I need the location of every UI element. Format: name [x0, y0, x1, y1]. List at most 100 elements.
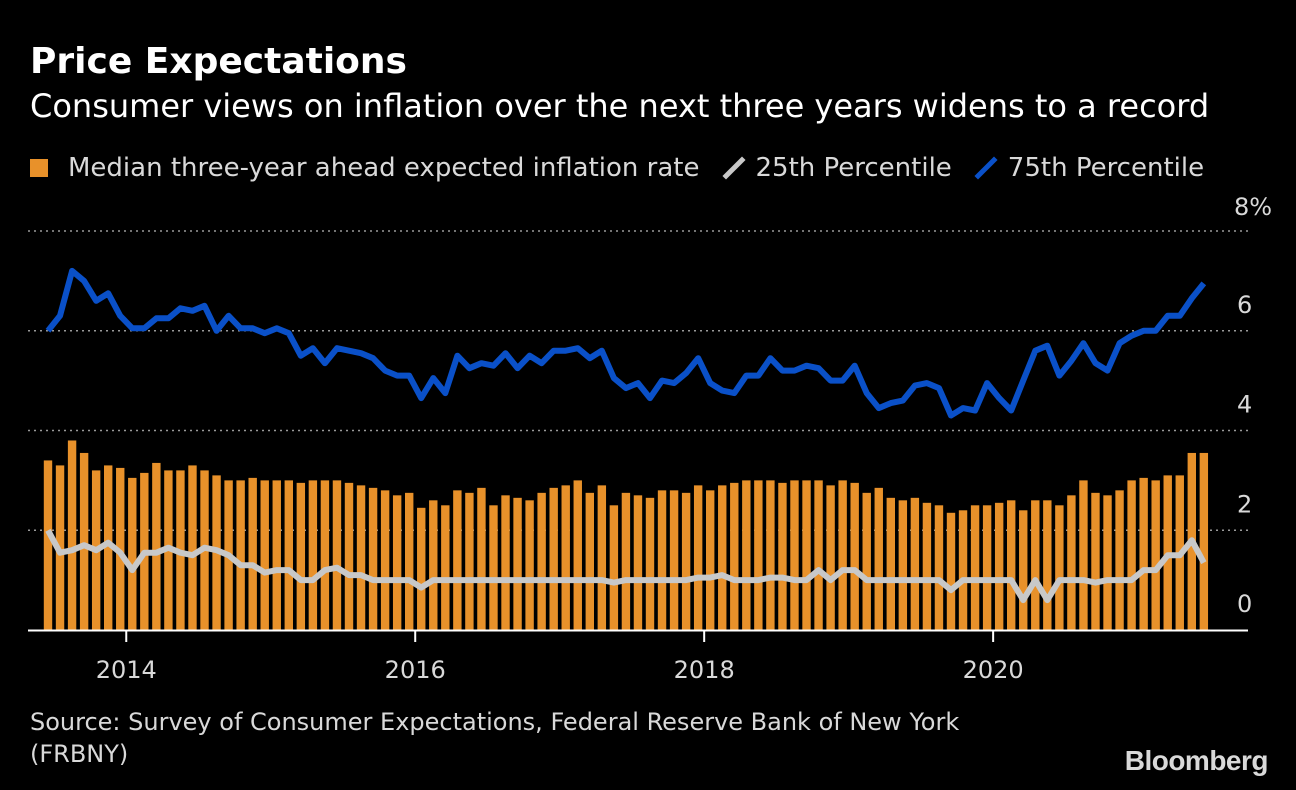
bar [308, 480, 318, 630]
bar [236, 480, 245, 630]
bar [693, 485, 703, 630]
bar [609, 505, 619, 630]
bar [706, 490, 715, 630]
bar [1199, 452, 1209, 630]
bar [1055, 505, 1064, 630]
series-line-25th-percentile [45, 528, 1207, 604]
bar [260, 480, 269, 630]
bar [356, 485, 366, 630]
bar [248, 477, 257, 630]
bar [754, 480, 763, 630]
bar [886, 497, 895, 630]
bar [910, 497, 920, 630]
y-tick-label: 6 [1237, 291, 1252, 319]
bar [742, 480, 751, 630]
bar [465, 492, 474, 630]
bar [489, 505, 498, 630]
x-tick-label: 2014 [96, 656, 157, 684]
legend-label-p25: 25th Percentile [755, 153, 952, 183]
bar [272, 480, 281, 630]
bar [826, 485, 835, 630]
bar [862, 492, 871, 630]
source-note: Source: Survey of Consumer Expectations,… [30, 708, 960, 768]
bar [669, 490, 679, 630]
bar [405, 492, 414, 630]
bar [730, 482, 739, 630]
bar [657, 490, 667, 630]
legend-item-p25: 25th Percentile [721, 153, 952, 183]
legend-label-median: Median three-year ahead expected inflati… [68, 153, 700, 183]
legend: Median three-year ahead expected inflati… [30, 150, 1226, 186]
bar [1091, 492, 1100, 630]
legend-line-swatch-icon [974, 156, 998, 180]
bar [922, 502, 932, 630]
bloomberg-logo: Bloomberg [1124, 745, 1269, 776]
bar [429, 500, 438, 630]
bar [982, 505, 992, 630]
bar [958, 510, 968, 630]
bar [850, 482, 859, 630]
legend-label-p75: 75th Percentile [1007, 153, 1205, 183]
bar [718, 485, 727, 630]
bar [766, 480, 775, 630]
bar [1115, 490, 1124, 630]
bar [681, 492, 691, 630]
bar [152, 462, 161, 630]
bar [441, 505, 450, 630]
legend-line-swatch-icon [721, 156, 746, 180]
bar [645, 497, 655, 630]
bar [284, 480, 293, 630]
x-tick-label: 2016 [385, 656, 446, 684]
bar [296, 482, 306, 630]
bar [453, 490, 462, 630]
bar [320, 480, 330, 630]
bar [778, 482, 787, 630]
bar [368, 487, 378, 630]
bar [970, 505, 980, 630]
bar [537, 492, 546, 630]
bar [1127, 480, 1136, 630]
bar [43, 460, 53, 630]
bar [79, 452, 89, 630]
bar [513, 497, 522, 630]
bar [525, 500, 534, 630]
bar [1067, 495, 1076, 630]
bar [585, 492, 594, 630]
legend-item-p75: 75th Percentile [974, 153, 1204, 183]
bar [573, 480, 582, 630]
bar [104, 465, 113, 630]
bar [790, 480, 799, 630]
chart-subtitle: Consumer views on inflation over the nex… [30, 87, 1210, 125]
bar [501, 495, 510, 630]
y-tick-label: 2 [1237, 490, 1252, 518]
bar [1007, 500, 1016, 630]
series-line-75th-percentile [45, 267, 1207, 419]
bar [417, 507, 426, 630]
bar [597, 485, 607, 630]
bar [477, 487, 486, 630]
bar [561, 485, 570, 630]
legend-item-median: Median three-year ahead expected inflati… [30, 153, 700, 183]
x-tick-label: 2020 [963, 656, 1024, 684]
bar [1031, 500, 1040, 630]
y-tick-label: 8% [1234, 193, 1272, 221]
bar [1079, 480, 1088, 630]
bar [380, 490, 390, 630]
bar [1151, 480, 1160, 630]
bar [549, 487, 558, 630]
bar [128, 477, 137, 630]
bar [1043, 500, 1052, 630]
bar [633, 495, 643, 630]
bar [838, 480, 847, 630]
y-tick-label: 0 [1237, 590, 1252, 618]
bar [344, 482, 354, 630]
bar [934, 505, 944, 630]
x-tick-label: 2018 [674, 656, 735, 684]
bar [67, 440, 77, 630]
legend-bar-swatch-icon [30, 159, 48, 177]
bar [1103, 495, 1112, 630]
bar [1019, 510, 1028, 630]
bar [898, 500, 908, 630]
bar [874, 487, 883, 630]
